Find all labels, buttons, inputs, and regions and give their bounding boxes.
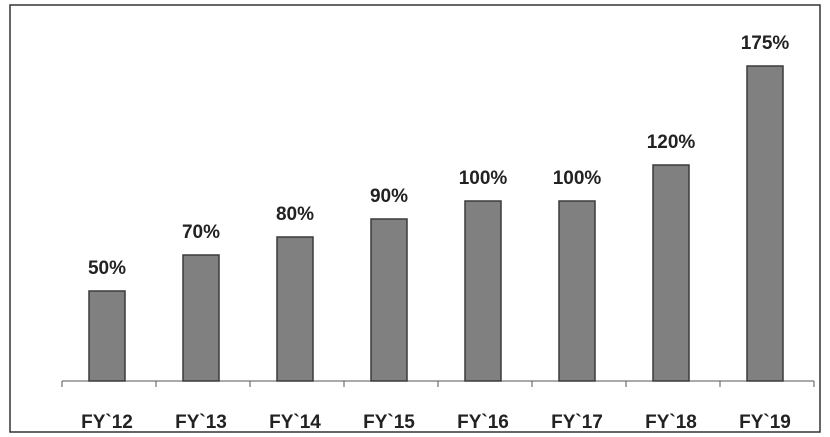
data-label: 175% bbox=[741, 33, 790, 54]
bar bbox=[464, 200, 502, 382]
bar bbox=[276, 236, 314, 382]
data-label: 90% bbox=[370, 186, 408, 207]
bar bbox=[558, 200, 596, 382]
x-tick-label: FY`13 bbox=[175, 412, 227, 433]
bar bbox=[746, 65, 784, 382]
bar bbox=[182, 254, 220, 382]
bar bbox=[88, 290, 126, 382]
x-tick-label: FY`18 bbox=[645, 412, 697, 433]
x-tick-label: FY`12 bbox=[81, 412, 133, 433]
x-tick-label: FY`14 bbox=[269, 412, 321, 433]
chart-frame bbox=[9, 4, 821, 433]
data-label: 100% bbox=[553, 168, 602, 189]
x-tick-label: FY`16 bbox=[457, 412, 509, 433]
data-label: 50% bbox=[88, 258, 126, 279]
bar bbox=[652, 164, 690, 382]
data-label: 70% bbox=[182, 222, 220, 243]
data-label: 80% bbox=[276, 204, 314, 225]
x-tick-label: FY`19 bbox=[739, 412, 791, 433]
data-label: 120% bbox=[647, 132, 696, 153]
x-tick-label: FY`15 bbox=[363, 412, 415, 433]
bar bbox=[370, 218, 408, 382]
x-tick-label: FY`17 bbox=[551, 412, 603, 433]
data-label: 100% bbox=[459, 168, 508, 189]
